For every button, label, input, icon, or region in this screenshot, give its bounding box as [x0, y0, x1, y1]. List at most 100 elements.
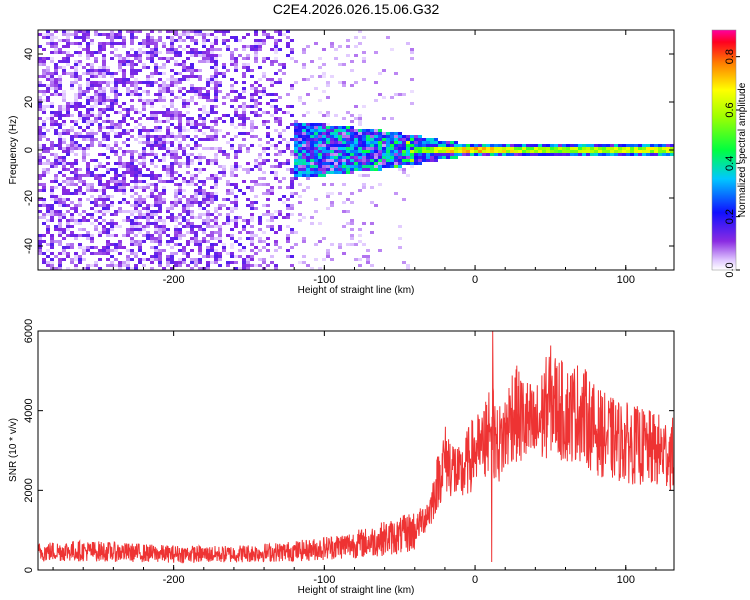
- heatmap-cell: [86, 99, 90, 102]
- heatmap-cell: [78, 261, 82, 264]
- heatmap-cell: [170, 102, 174, 105]
- heatmap-cell: [98, 93, 102, 96]
- heatmap-cell: [42, 123, 46, 126]
- heatmap-cell: [170, 168, 174, 171]
- heatmap-cell: [46, 96, 50, 99]
- heatmap-cell: [314, 87, 318, 90]
- heatmap-cell: [102, 111, 106, 114]
- heatmap-cell: [246, 57, 250, 60]
- heatmap-cell: [338, 156, 342, 159]
- heatmap-cell: [38, 102, 42, 105]
- heatmap-cell: [334, 135, 338, 138]
- heatmap-cell: [274, 210, 278, 213]
- heatmap-cell: [46, 147, 50, 150]
- heatmap-cell: [362, 78, 366, 81]
- heatmap-cell: [138, 240, 142, 243]
- heatmap-cell: [178, 78, 182, 81]
- heatmap-cell: [250, 225, 254, 228]
- heatmap-cell: [90, 132, 94, 135]
- heatmap-cell: [298, 138, 302, 141]
- heatmap-cell: [518, 147, 522, 150]
- heatmap-cell: [54, 66, 58, 69]
- heatmap-cell: [302, 66, 306, 69]
- heatmap-cell: [334, 138, 338, 141]
- heatmap-cell: [358, 135, 362, 138]
- heatmap-cell: [146, 36, 150, 39]
- heatmap-cell: [342, 225, 346, 228]
- heatmap-cell: [50, 93, 54, 96]
- heatmap-cell: [518, 150, 522, 153]
- heatmap-cell: [346, 165, 350, 168]
- heatmap-cell: [102, 207, 106, 210]
- heatmap-cell: [214, 69, 218, 72]
- heatmap-cell: [282, 129, 286, 132]
- heatmap-cell: [66, 252, 70, 255]
- heatmap-cell: [262, 111, 266, 114]
- heatmap-cell: [190, 39, 194, 42]
- heatmap-cell: [110, 33, 114, 36]
- heatmap-cell: [58, 261, 62, 264]
- heatmap-cell: [278, 96, 282, 99]
- heatmap-cell: [106, 147, 110, 150]
- heatmap-cell: [162, 63, 166, 66]
- heatmap-cell: [362, 156, 366, 159]
- heatmap-cell: [306, 171, 310, 174]
- heatmap-cell: [214, 138, 218, 141]
- heatmap-cell: [294, 144, 298, 147]
- heatmap-cell: [50, 126, 54, 129]
- heatmap-cell: [50, 207, 54, 210]
- heatmap-cell: [194, 189, 198, 192]
- heatmap-cell: [166, 147, 170, 150]
- heatmap-cell: [230, 243, 234, 246]
- heatmap-cell: [262, 177, 266, 180]
- heatmap-cell: [86, 267, 90, 270]
- heatmap-cell: [86, 108, 90, 111]
- heatmap-cell: [422, 144, 426, 147]
- heatmap-cell: [538, 147, 542, 150]
- heatmap-cell: [94, 165, 98, 168]
- heatmap-cell: [110, 264, 114, 267]
- heatmap-cell: [166, 180, 170, 183]
- heatmap-cell: [174, 252, 178, 255]
- heatmap-cell: [254, 207, 258, 210]
- heatmap-cell: [458, 150, 462, 153]
- heatmap-cell: [122, 42, 126, 45]
- heatmap-cell: [62, 174, 66, 177]
- heatmap-cell: [110, 30, 114, 33]
- heatmap-cell: [590, 144, 594, 147]
- heatmap-cell: [206, 219, 210, 222]
- heatmap-cell: [602, 144, 606, 147]
- heatmap-cell: [142, 114, 146, 117]
- heatmap-cell: [94, 168, 98, 171]
- heatmap-cell: [102, 99, 106, 102]
- heatmap-cell: [654, 150, 658, 153]
- heatmap-cell: [102, 225, 106, 228]
- heatmap-cell: [142, 99, 146, 102]
- heatmap-cell: [314, 198, 318, 201]
- heatmap-cell: [310, 216, 314, 219]
- heatmap-cell: [142, 153, 146, 156]
- heatmap-cell: [110, 120, 114, 123]
- heatmap-cell: [430, 141, 434, 144]
- heatmap-cell: [374, 129, 378, 132]
- heatmap-cell: [142, 252, 146, 255]
- heatmap-cell: [170, 51, 174, 54]
- heatmap-cell: [138, 156, 142, 159]
- heatmap-cell: [66, 219, 70, 222]
- heatmap-cell: [138, 210, 142, 213]
- heatmap-cell: [94, 228, 98, 231]
- heatmap-cell: [278, 198, 282, 201]
- heatmap-cell: [242, 180, 246, 183]
- heatmap-cell: [42, 183, 46, 186]
- heatmap-cell: [70, 258, 74, 261]
- heatmap-cell: [210, 237, 214, 240]
- heatmap-cell: [42, 261, 46, 264]
- heatmap-cell: [158, 111, 162, 114]
- heatmap-cell: [74, 96, 78, 99]
- heatmap-cell: [130, 162, 134, 165]
- heatmap-cell: [98, 180, 102, 183]
- heatmap-cell: [150, 177, 154, 180]
- heatmap-cell: [282, 195, 286, 198]
- heatmap-cell: [190, 225, 194, 228]
- heatmap-cell: [214, 159, 218, 162]
